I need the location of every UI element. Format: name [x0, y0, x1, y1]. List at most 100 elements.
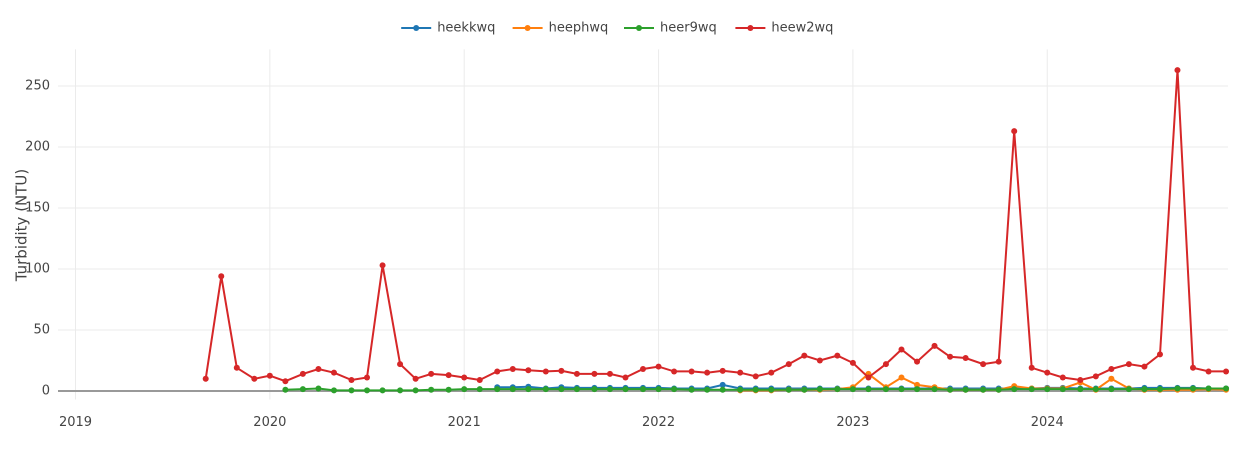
- point: [719, 381, 726, 388]
- point: [1092, 386, 1099, 393]
- point: [1223, 385, 1230, 392]
- point: [1174, 385, 1181, 392]
- point: [428, 370, 435, 377]
- point: [898, 386, 905, 393]
- point: [1011, 128, 1018, 135]
- point: [428, 386, 435, 393]
- point: [931, 342, 938, 349]
- point: [914, 358, 921, 365]
- point: [834, 386, 841, 393]
- point: [573, 386, 580, 393]
- point: [558, 367, 565, 374]
- point: [801, 352, 808, 359]
- legend-label: heekkwq: [437, 21, 495, 36]
- point: [591, 386, 598, 393]
- legend-item: heephwq: [512, 21, 609, 36]
- point: [525, 386, 532, 393]
- point: [640, 386, 646, 393]
- point: [606, 370, 613, 377]
- point: [785, 386, 792, 393]
- point: [364, 387, 371, 394]
- point: [1190, 364, 1197, 371]
- point: [1092, 373, 1099, 380]
- y-axis-title: Turbidity (NTU): [13, 169, 31, 283]
- point: [1044, 386, 1051, 393]
- legend-marker: [636, 25, 642, 31]
- legend-label: heephwq: [549, 21, 609, 36]
- y-tick-label: 200: [25, 139, 50, 154]
- point: [509, 386, 516, 393]
- point: [688, 386, 695, 393]
- point: [330, 369, 337, 376]
- point: [379, 262, 386, 269]
- point: [476, 376, 483, 383]
- point: [737, 369, 744, 376]
- point: [816, 357, 823, 364]
- point: [1044, 369, 1051, 376]
- point: [995, 386, 1002, 393]
- point: [1205, 385, 1212, 392]
- point: [397, 361, 404, 368]
- point: [379, 387, 386, 394]
- legend-item: heer9wq: [624, 21, 717, 36]
- point: [445, 386, 452, 393]
- point: [461, 374, 468, 381]
- point: [445, 372, 452, 379]
- legend-label: heew2wq: [771, 21, 833, 36]
- point: [671, 386, 678, 393]
- point: [947, 386, 954, 393]
- point: [737, 386, 744, 393]
- point: [299, 370, 306, 377]
- x-tick-label: 2023: [836, 415, 869, 430]
- point: [315, 366, 322, 373]
- y-tick-label: 50: [33, 322, 50, 337]
- point: [834, 352, 841, 359]
- point: [1028, 386, 1035, 393]
- point: [768, 369, 775, 376]
- point: [719, 386, 726, 393]
- point: [233, 364, 240, 371]
- legend-marker: [413, 25, 420, 31]
- series-line: [497, 383, 1227, 390]
- point: [752, 386, 759, 393]
- series-line: [204, 70, 1227, 383]
- point: [494, 386, 501, 393]
- point: [1156, 351, 1163, 358]
- point: [1108, 375, 1115, 382]
- point: [865, 374, 872, 381]
- point: [719, 367, 726, 374]
- point: [914, 381, 921, 388]
- point: [1077, 376, 1084, 383]
- point: [397, 387, 404, 394]
- point: [1108, 366, 1115, 373]
- point: [315, 385, 322, 392]
- point: [476, 386, 483, 393]
- point: [299, 386, 306, 393]
- x-tick-label: 2019: [59, 415, 92, 430]
- point: [1125, 386, 1132, 393]
- point: [1059, 386, 1066, 393]
- point: [849, 386, 856, 393]
- legend-marker: [524, 25, 531, 31]
- point: [801, 386, 808, 393]
- point: [1108, 386, 1115, 393]
- x-tick-label: 2022: [642, 415, 675, 430]
- point: [980, 361, 987, 368]
- point: [816, 386, 823, 393]
- point: [655, 363, 662, 370]
- point: [1190, 385, 1197, 392]
- x-tick-label: 2020: [253, 415, 286, 430]
- point: [849, 359, 856, 366]
- point: [980, 386, 987, 393]
- point: [898, 346, 905, 353]
- point: [1141, 386, 1148, 393]
- legend-item: heekkwq: [401, 21, 495, 36]
- legend-label: heer9wq: [660, 21, 717, 36]
- point: [282, 378, 289, 385]
- point: [412, 375, 419, 382]
- point: [1011, 386, 1018, 393]
- point: [509, 366, 516, 373]
- legend-marker: [747, 25, 754, 31]
- point: [1028, 364, 1035, 371]
